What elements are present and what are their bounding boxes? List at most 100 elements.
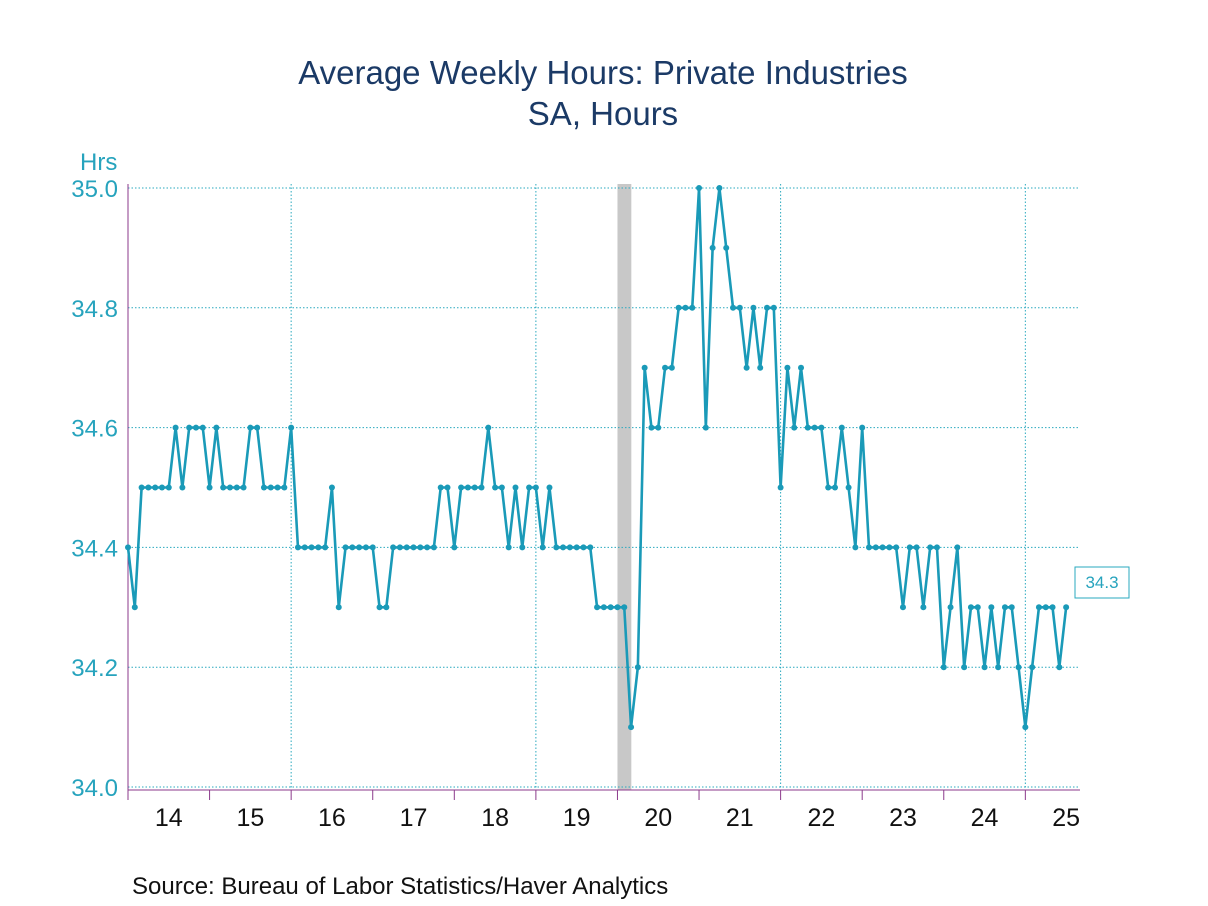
data-point [274,484,281,491]
y-axis-unit-label: Hrs [80,149,117,176]
last-value-label: 34.3 [1085,573,1118,592]
data-point [607,604,614,611]
data-point [1042,604,1049,611]
data-point [682,304,689,311]
data-point [165,484,172,491]
series-line [126,186,1068,729]
data-point [832,484,838,491]
y-tick-label: 34.6 [71,416,118,443]
data-point [1049,604,1056,611]
data-point [471,484,478,491]
data-point [845,484,852,491]
data-point [566,544,573,551]
data-point [186,424,193,431]
data-point [362,544,369,551]
data-point [750,304,757,311]
data-point [893,544,900,551]
data-point [777,484,784,491]
data-point [458,484,465,491]
data-point [383,604,390,611]
data-point [240,484,247,491]
data-point [451,544,458,551]
grid-layer [128,184,1080,790]
data-point [668,364,675,371]
data-point [981,664,988,671]
data-point [125,544,131,551]
data-point [308,544,315,551]
data-point [573,544,580,551]
chart-subtitle: SA, Hours [528,95,678,132]
data-point [995,664,1002,671]
data-point [512,484,519,491]
last-value-box [1074,566,1130,599]
data-point [784,364,791,371]
data-point [376,604,383,611]
data-point [1035,604,1042,611]
data-point [430,544,437,551]
data-point [553,544,560,551]
data-point [152,484,159,491]
data-point [859,424,866,431]
data-point [600,604,607,611]
data-point [791,424,798,431]
data-point [634,664,641,671]
data-point [560,544,567,551]
data-point [580,544,587,551]
x-tick-label: 21 [726,804,754,832]
data-point [1056,664,1063,671]
data-point [736,304,743,311]
data-point [145,484,152,491]
data-point [342,544,349,551]
data-point [920,604,927,611]
data-point [444,484,451,491]
data-point [526,484,533,491]
data-point [899,604,906,611]
data-point [927,544,934,551]
x-tick-label: 20 [644,804,672,832]
data-point [213,424,220,431]
recession-shading-layer [617,184,632,790]
data-point [505,544,512,551]
data-point [172,424,179,431]
data-point [260,484,267,491]
x-tick-label: 24 [971,804,999,832]
data-point [1022,724,1029,731]
data-point [288,424,295,431]
data-point [410,544,417,551]
data-point [933,544,940,551]
chart-title: Average Weekly Hours: Private Industries [298,54,908,91]
y-tick-label: 34.2 [71,655,118,682]
data-point [417,544,424,551]
data-point [974,604,981,611]
y-tick-label: 34.4 [71,535,118,562]
data-point [675,304,682,311]
data-point [709,244,716,251]
data-point [1001,604,1008,611]
data-point [804,424,811,431]
axis-layer [127,184,1080,800]
data-point [879,544,886,551]
data-point [199,424,206,431]
data-point [158,484,165,491]
y-tick-label: 34.0 [71,775,118,802]
data-point [546,484,553,491]
data-point [702,424,709,431]
x-tick-label: 19 [563,804,591,832]
data-point [764,304,771,311]
y-tick-label: 34.8 [71,296,118,323]
data-point [396,544,403,551]
data-point [478,484,485,491]
data-point [940,664,947,671]
tick-label-layer: 35.0 34.8 34.6 34.4 34.2 34.0 14 15 16 17 18 19 20 21… [71,176,1080,832]
data-point [267,484,274,491]
data-point [865,544,872,551]
data-point [315,544,322,551]
recession-band [617,184,632,790]
data-point [192,424,199,431]
data-point [464,484,471,491]
data-point [403,544,410,551]
annotation-layer: 34.3 [1074,566,1130,599]
data-point [220,484,227,491]
data-point [485,424,492,431]
data-point [716,185,723,191]
